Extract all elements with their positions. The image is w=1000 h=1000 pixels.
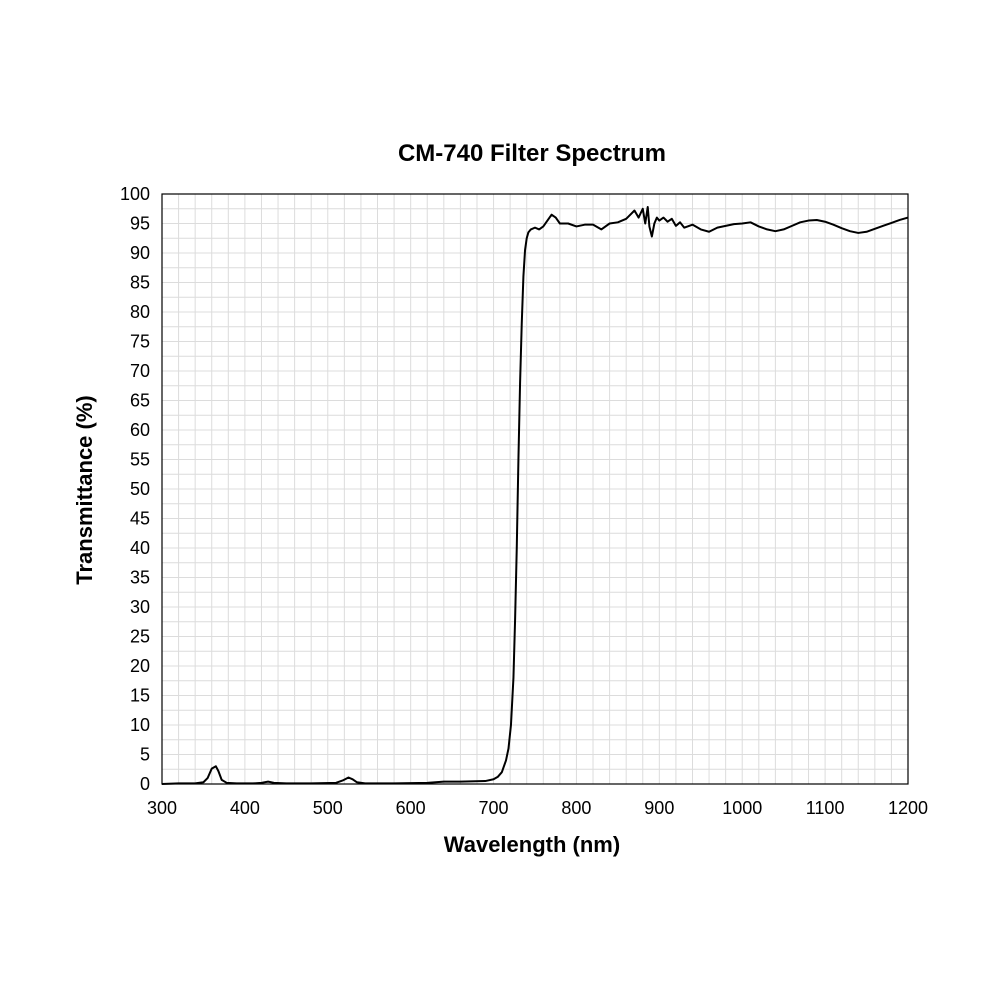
plot-area-frame <box>161 193 909 785</box>
x-tick-label: 900 <box>644 798 674 818</box>
x-axis-ticks: 300 400 500 600 700 800 900 1000 1100 1200 <box>147 798 928 818</box>
y-tick-label: 40 <box>130 538 150 558</box>
y-tick-label: 20 <box>130 656 150 676</box>
y-tick-label: 90 <box>130 243 150 263</box>
x-tick-label: 700 <box>479 798 509 818</box>
y-tick-label: 75 <box>130 332 150 352</box>
y-tick-label: 70 <box>130 361 150 381</box>
y-tick-label: 60 <box>130 420 150 440</box>
x-tick-label: 300 <box>147 798 177 818</box>
x-tick-label: 600 <box>396 798 426 818</box>
y-tick-label: 30 <box>130 597 150 617</box>
x-tick-label: 1100 <box>806 798 845 818</box>
x-tick-label: 800 <box>561 798 591 818</box>
y-tick-label: 10 <box>130 715 150 735</box>
y-tick-label: 35 <box>130 568 150 588</box>
y-tick-label: 25 <box>130 627 150 647</box>
y-tick-label: 100 <box>120 184 150 204</box>
y-axis-title: Transmittance (%) <box>72 395 97 585</box>
y-tick-label: 0 <box>140 774 150 794</box>
y-tick-label: 5 <box>140 745 150 765</box>
chart-title: CM-740 Filter Spectrum <box>398 140 666 167</box>
x-tick-label: 1000 <box>722 798 762 818</box>
transmittance-series-line <box>161 205 909 785</box>
y-tick-label: 95 <box>130 214 150 234</box>
y-tick-label: 45 <box>130 509 150 529</box>
x-tick-label: 1200 <box>888 798 928 818</box>
y-axis-ticks: 0 5 10 15 20 25 30 35 40 45 50 55 60 65 70 75 80 85 90 95 10… <box>120 184 150 794</box>
x-axis-title: Wavelength (nm) <box>444 832 620 857</box>
y-tick-label: 15 <box>130 686 150 706</box>
grid <box>162 194 908 784</box>
x-tick-label: 400 <box>230 798 260 818</box>
y-tick-label: 50 <box>130 479 150 499</box>
y-tick-label: 80 <box>130 302 150 322</box>
y-tick-label: 55 <box>130 450 150 470</box>
y-tick-label: 85 <box>130 273 150 293</box>
x-tick-label: 500 <box>313 798 343 818</box>
y-tick-label: 65 <box>130 391 150 411</box>
